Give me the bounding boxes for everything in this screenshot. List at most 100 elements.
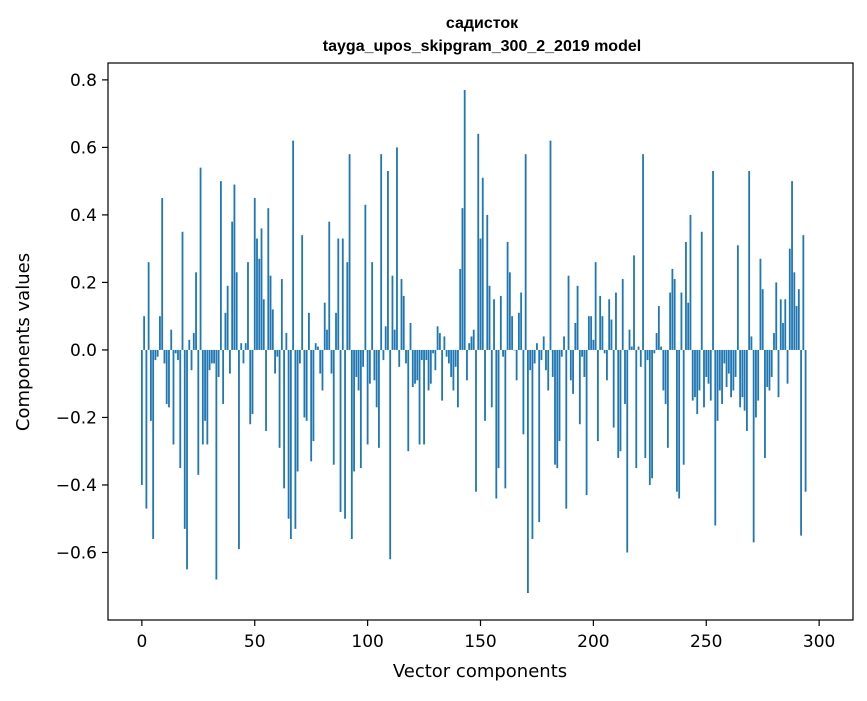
bar-142 [461, 208, 464, 350]
bar-58 [271, 309, 274, 350]
y-tick-label: 0.2 [70, 273, 97, 293]
bar-125 [423, 349, 425, 445]
bar-148 [475, 349, 477, 492]
bar-45 [242, 349, 245, 364]
bar-136 [447, 349, 450, 364]
bar-141 [459, 268, 462, 350]
bar-67 [292, 140, 295, 350]
bar-112 [393, 329, 396, 350]
bar-56 [267, 208, 270, 350]
bar-212 [619, 349, 622, 452]
bar-206 [606, 349, 608, 381]
bar-261 [730, 349, 732, 398]
y-tick-label: −0.2 [56, 408, 97, 428]
bar-54 [262, 299, 265, 350]
bar-215 [626, 349, 629, 553]
bar-91 [346, 262, 349, 350]
bar-42 [235, 272, 238, 350]
bar-81 [323, 302, 326, 350]
bar-276 [764, 349, 766, 458]
bar-129 [432, 349, 434, 354]
bar-57 [269, 275, 272, 350]
bar-167 [517, 312, 520, 350]
bar-166 [515, 349, 518, 381]
bar-47 [247, 262, 249, 350]
bar-105 [378, 349, 380, 448]
bar-127 [427, 349, 430, 391]
bar-89 [341, 238, 344, 350]
bar-210 [615, 292, 617, 350]
bar-266 [741, 349, 744, 398]
bar-252 [709, 349, 712, 401]
bar-138 [452, 349, 455, 391]
bar-271 [752, 349, 755, 543]
bar-86 [335, 312, 337, 350]
bar-264 [736, 245, 739, 350]
x-tick-label: 250 [690, 632, 722, 652]
x-tick-label: 300 [803, 632, 835, 652]
y-axis-label: Components values [13, 253, 34, 431]
bar-13 [170, 329, 173, 350]
bar-122 [416, 349, 419, 381]
bar-31 [210, 349, 213, 364]
bar-225 [648, 349, 651, 485]
bar-269 [748, 171, 751, 350]
y-tick-label: 0.8 [70, 71, 97, 91]
bar-263 [734, 349, 737, 377]
bar-32 [213, 349, 216, 364]
bar-7 [156, 349, 159, 357]
bar-39 [229, 349, 231, 374]
bar-179 [545, 349, 547, 371]
bar-254 [714, 349, 717, 526]
bar-90 [344, 349, 346, 519]
bar-289 [793, 272, 796, 350]
bar-2 [145, 349, 148, 509]
bar-240 [682, 349, 685, 465]
bar-154 [488, 285, 491, 350]
bar-41 [233, 184, 236, 350]
bar-150 [479, 238, 482, 350]
bar-101 [368, 349, 371, 384]
bar-128 [429, 349, 432, 384]
bar-287 [788, 248, 791, 350]
bar-291 [797, 289, 800, 350]
bar-249 [703, 349, 705, 408]
bar-209 [612, 349, 615, 428]
bar-262 [732, 349, 735, 391]
bar-119 [409, 322, 412, 350]
bar-190 [569, 349, 572, 381]
bar-260 [727, 349, 730, 374]
bar-214 [624, 349, 626, 404]
bar-174 [533, 349, 536, 364]
bar-46 [244, 343, 247, 350]
bar-94 [353, 349, 355, 472]
bar-232 [664, 349, 667, 404]
bar-21 [188, 339, 191, 350]
bar-1 [143, 316, 146, 350]
bar-50 [253, 198, 256, 350]
bar-120 [411, 349, 414, 388]
bar-10 [163, 349, 166, 364]
bar-135 [445, 349, 448, 357]
bar-28 [204, 349, 206, 421]
bar-286 [786, 349, 789, 384]
bar-98 [362, 349, 365, 367]
bar-100 [366, 349, 369, 445]
bar-152 [484, 349, 486, 421]
bar-96 [357, 349, 360, 391]
bar-231 [662, 349, 665, 391]
bar-285 [784, 299, 787, 350]
bar-178 [542, 336, 545, 350]
bar-109 [387, 171, 389, 350]
x-axis-ticks: 0 50 100 150 200 250 300 [136, 620, 835, 652]
bar-192 [574, 322, 577, 350]
bar-71 [301, 235, 304, 350]
bar-144 [466, 349, 468, 381]
bar-34 [217, 349, 220, 377]
bar-114 [398, 349, 401, 367]
bar-143 [463, 90, 466, 350]
x-tick-label: 0 [136, 632, 147, 652]
bar-40 [231, 221, 234, 350]
bar-173 [531, 349, 534, 539]
